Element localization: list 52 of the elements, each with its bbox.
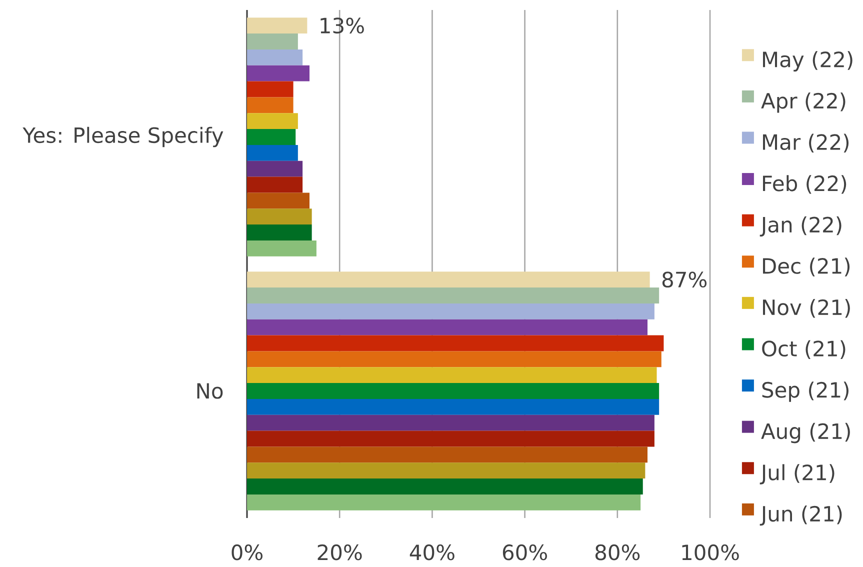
bar [247, 240, 316, 256]
bar [247, 65, 310, 82]
bar [247, 144, 298, 161]
bar [247, 97, 294, 114]
bar [247, 303, 654, 320]
bar [247, 160, 303, 177]
legend-label: Oct (21) [762, 340, 846, 359]
bar [247, 176, 303, 193]
y-tick-label: No [197, 383, 223, 399]
data-label: 13% [320, 18, 364, 34]
bar [247, 430, 654, 447]
bar [247, 462, 646, 479]
bar [247, 335, 664, 352]
bar [247, 18, 308, 34]
bar [247, 288, 660, 304]
legend-label: Jun (21) [760, 505, 842, 526]
legend-label: Apr (22) [761, 92, 846, 113]
bar [247, 478, 643, 494]
data-label: 87% [662, 272, 707, 288]
bar [247, 49, 303, 66]
x-tick-label: 60% [502, 544, 547, 560]
bar [247, 446, 648, 463]
bar [247, 272, 650, 288]
legend-label: Jul (21) [760, 464, 834, 484]
x-tick-label: 100% [682, 544, 739, 560]
legend-label: May (22) [763, 51, 852, 72]
bar [247, 414, 654, 431]
bar [247, 494, 641, 510]
x-tick-label: 0% [232, 544, 262, 560]
bar [247, 351, 662, 368]
legend-label: Aug (21) [761, 422, 850, 444]
bar [247, 208, 312, 225]
bar [247, 113, 298, 130]
x-tick-label: 20% [318, 544, 362, 560]
legend-label: Feb (22) [763, 175, 846, 194]
bar [247, 192, 310, 209]
bar [247, 319, 648, 336]
x-tick-label: 80% [595, 544, 640, 560]
bar [247, 34, 298, 50]
bar [247, 367, 657, 384]
bar [247, 129, 296, 145]
legend-label: Mar (22) [763, 134, 849, 152]
bar [247, 398, 660, 415]
y-tick-label: Yes: Please Specify [22, 126, 224, 148]
bar [247, 383, 660, 399]
bar [247, 224, 312, 240]
x-tick-label: 40% [410, 544, 454, 560]
legend-label: Sep (21) [762, 382, 848, 402]
legend-label: Jan (22) [760, 216, 842, 237]
bar [247, 81, 294, 98]
legend-label: Nov (21) [763, 298, 850, 318]
legend-label: Dec (21) [763, 258, 850, 276]
